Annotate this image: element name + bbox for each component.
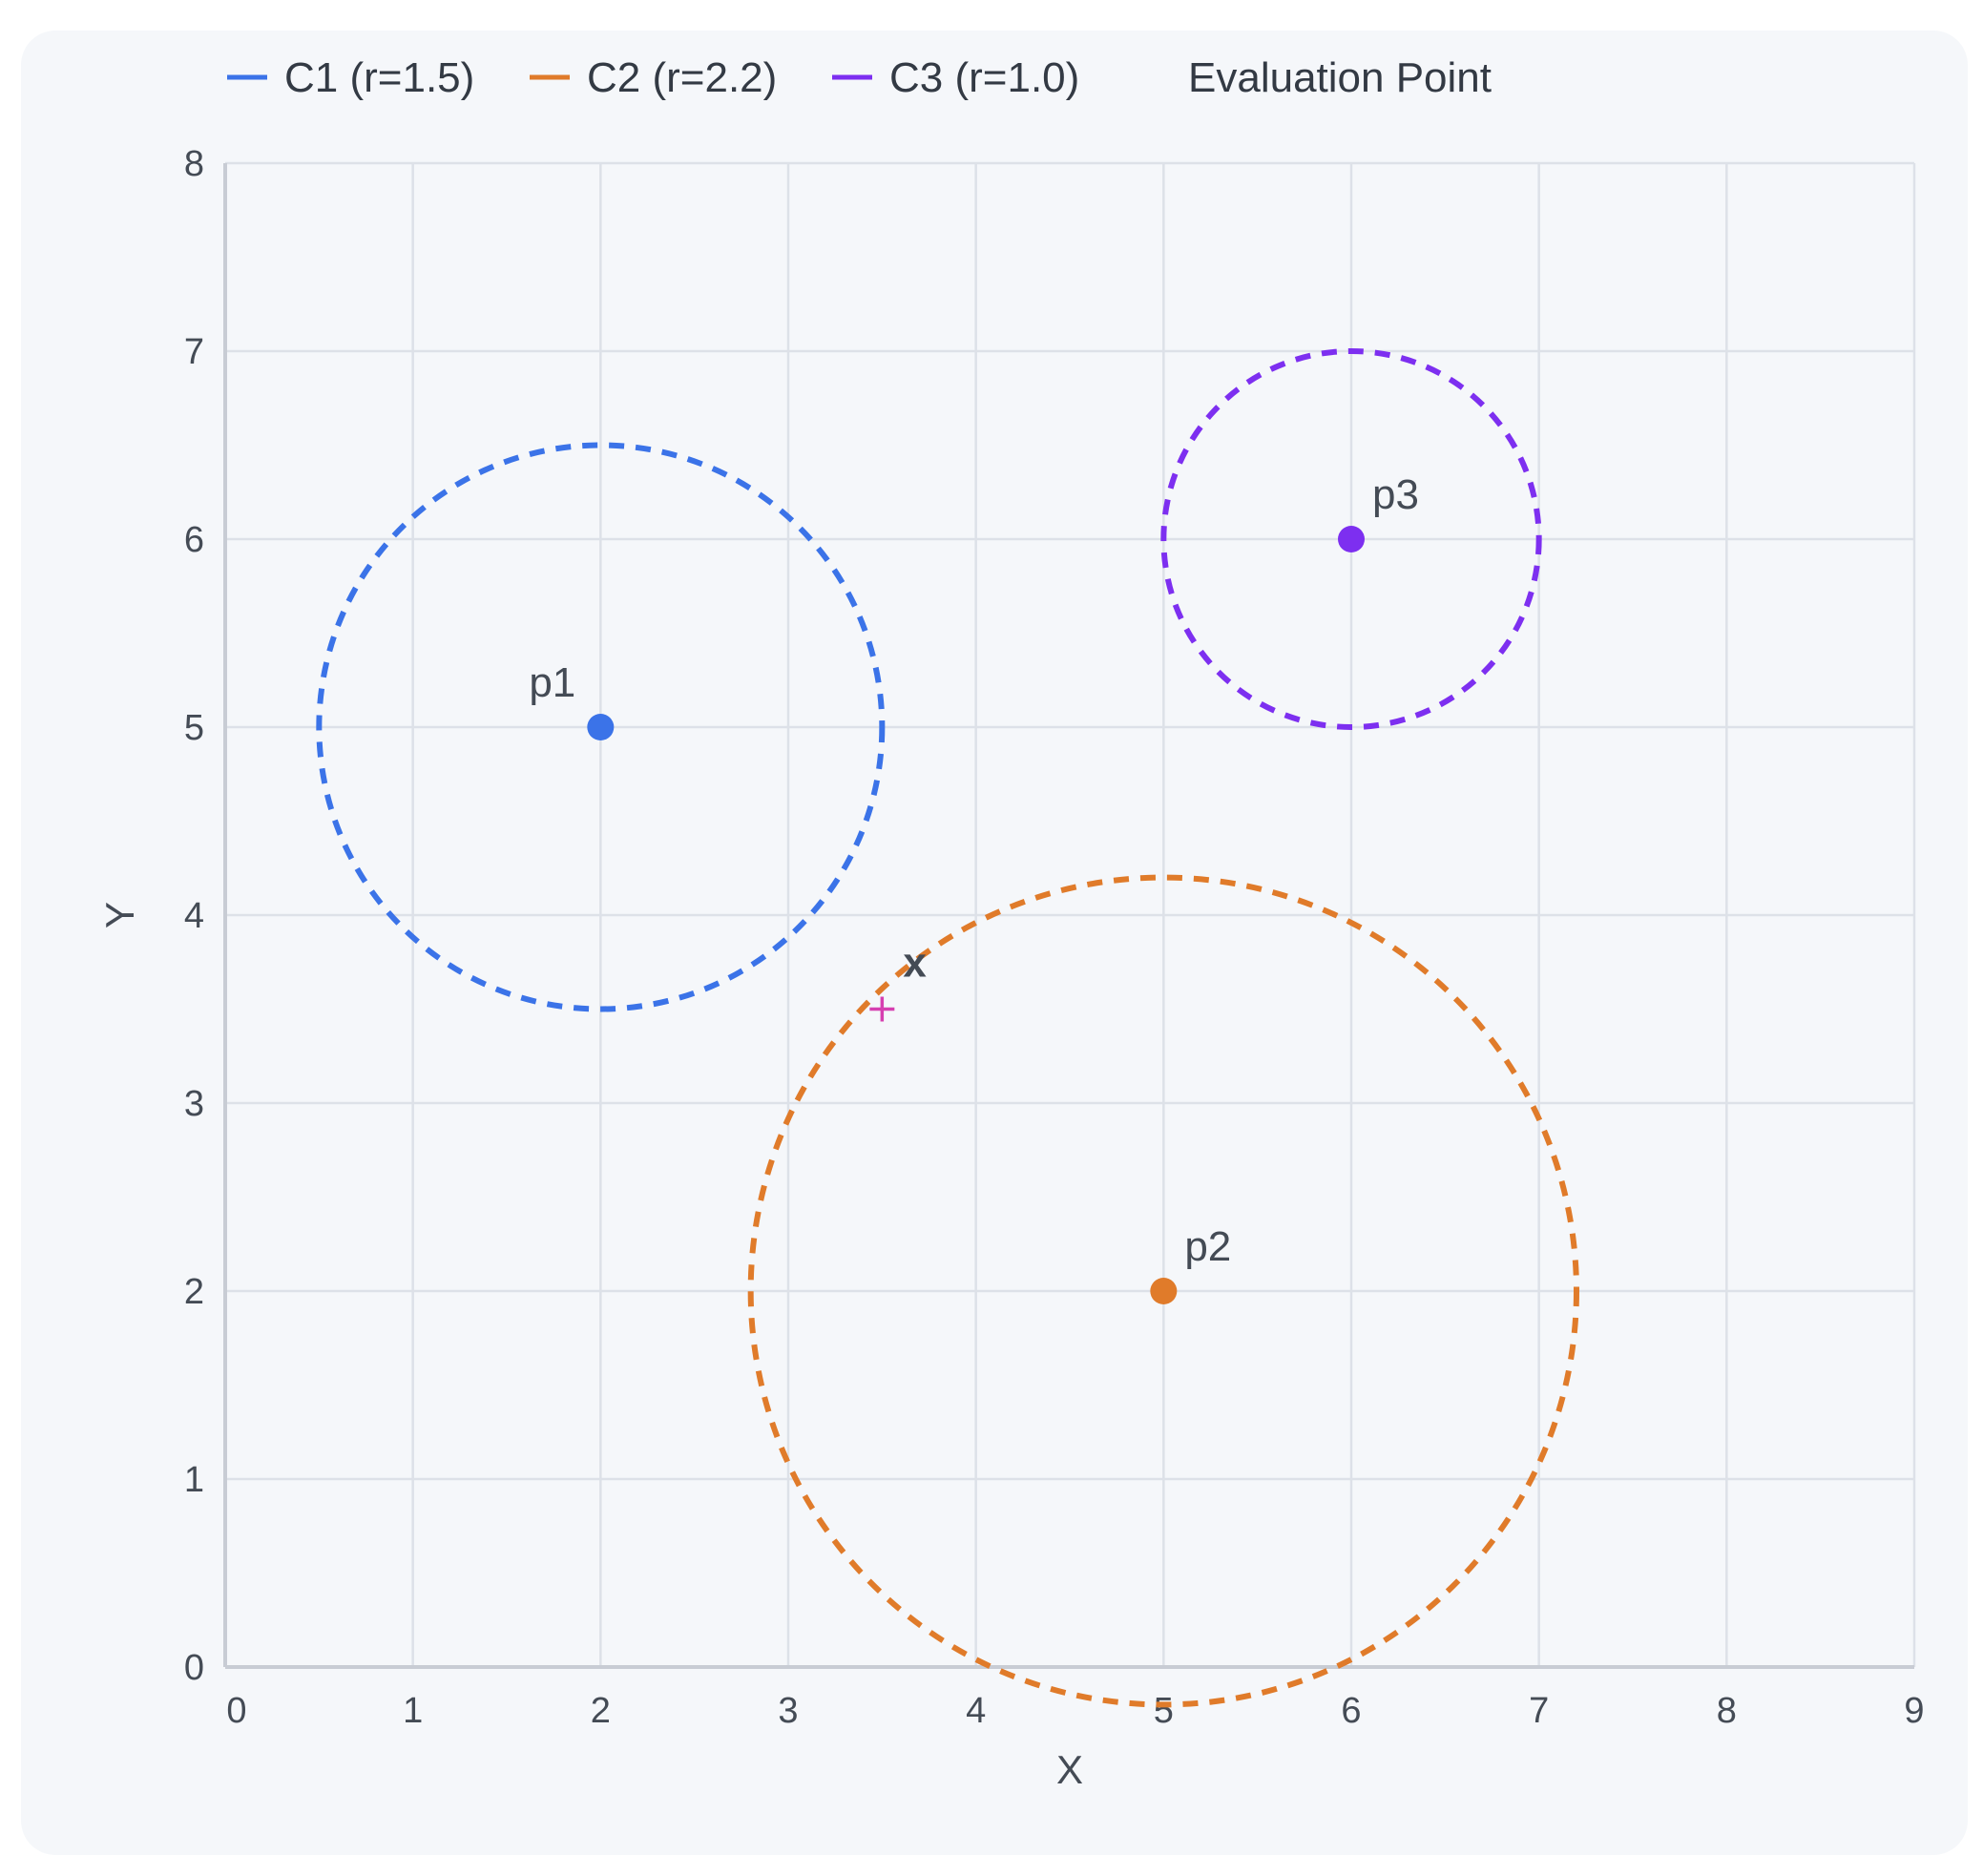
y-tick-label: 6 <box>184 520 204 560</box>
x-tick-label: 0 <box>226 1691 246 1731</box>
center-point-p1 <box>587 714 615 740</box>
legend-label-1: C1 (r=1.5) <box>284 54 474 101</box>
y-tick-label: 8 <box>184 144 204 184</box>
legend: C1 (r=1.5) C2 (r=2.2) C3 (r=1.0) Evaluation… <box>227 54 1492 101</box>
y-tick-label: 7 <box>184 332 204 372</box>
y-tick-label: 3 <box>184 1084 204 1124</box>
chart-card <box>21 31 1968 1855</box>
y-tick-label: 4 <box>184 896 204 936</box>
y-tick-label: 5 <box>184 708 204 748</box>
evaluation-point-marker <box>869 996 895 1022</box>
y-tick-label: 2 <box>184 1272 204 1312</box>
x-tick-label: 2 <box>591 1691 611 1731</box>
y-axis-title: Y <box>97 902 142 928</box>
legend-label-evaluation-point: Evaluation Point <box>1188 54 1492 101</box>
center-point-p3 <box>1338 526 1365 552</box>
x-tick-label: 5 <box>1154 1691 1174 1731</box>
circle-p3-boundary <box>1160 348 1542 730</box>
circles <box>316 348 1580 1708</box>
x-tick-label: 8 <box>1717 1691 1737 1731</box>
axes <box>223 163 1914 1669</box>
x-tick-label: 4 <box>966 1691 986 1731</box>
x-tick-label: 6 <box>1341 1691 1361 1731</box>
center-label-p1: p1 <box>529 659 575 706</box>
x-tick-label: 7 <box>1529 1691 1549 1731</box>
circle-p2-boundary <box>747 874 1580 1708</box>
x-tick-label: 9 <box>1904 1691 1924 1731</box>
points: p1 p2 p3 x <box>529 471 1419 1304</box>
grid-lines <box>223 161 1916 1669</box>
legend-label-2: C2 (r=2.2) <box>587 54 777 101</box>
center-label-p2: p2 <box>1184 1223 1231 1270</box>
y-tick-label: 0 <box>184 1648 204 1688</box>
x-tick-label: 3 <box>778 1691 798 1731</box>
y-tick-label: 1 <box>184 1460 204 1500</box>
x-axis-title: X <box>1056 1747 1083 1792</box>
tick-labels: 0 1 2 3 4 5 6 7 8 9 0 1 2 3 4 5 6 7 8 <box>184 144 1925 1731</box>
evaluation-point-label: x <box>903 940 927 987</box>
x-tick-label: 1 <box>403 1691 423 1731</box>
circle-p1-boundary <box>316 442 886 1012</box>
center-label-p3: p3 <box>1372 471 1419 518</box>
center-point-p2 <box>1150 1278 1178 1304</box>
legend-label-3: C3 (r=1.0) <box>889 54 1079 101</box>
